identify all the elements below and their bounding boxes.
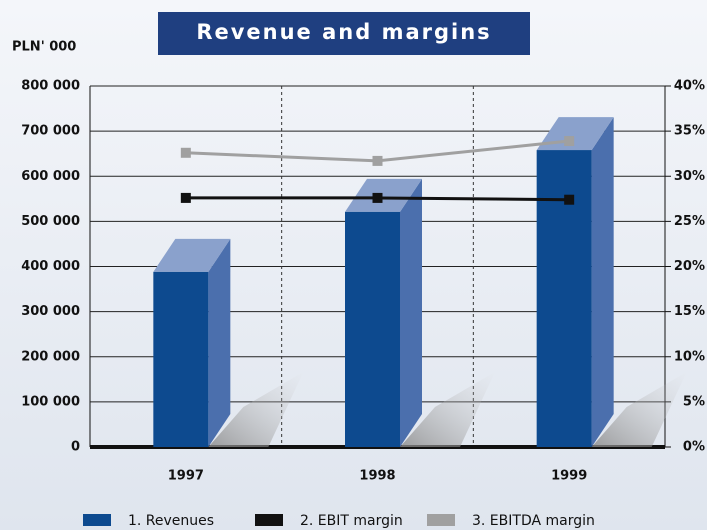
y2-tick-label: 40% — [674, 79, 705, 94]
y2-tick-label: 25% — [674, 214, 705, 229]
bar-top — [345, 178, 422, 212]
y2-tick-label: 30% — [674, 169, 705, 184]
bar-side — [208, 238, 231, 447]
y2-tick-label: 35% — [674, 124, 705, 139]
line-marker — [564, 136, 575, 147]
legend-label: 1. Revenues — [128, 513, 214, 529]
y2-tick-label: 15% — [674, 304, 705, 319]
legend-swatch — [427, 514, 455, 526]
y2-tick-label: 20% — [674, 259, 705, 274]
line-marker — [180, 147, 191, 158]
y2-tick-label: 5% — [683, 394, 705, 409]
x-tick-label: 1997 — [168, 469, 204, 484]
y-tick-label: 300 000 — [21, 304, 80, 319]
y2-tick-label: 0% — [683, 440, 705, 455]
bar-shadow — [208, 372, 304, 447]
bar-side — [591, 117, 614, 447]
legend-swatch — [83, 514, 111, 526]
legend-swatch — [255, 514, 283, 526]
bar — [536, 150, 592, 447]
line-marker — [564, 194, 575, 205]
bar-shadow — [591, 372, 687, 447]
legend-label: 2. EBIT margin — [300, 513, 403, 529]
y-tick-label: 200 000 — [21, 349, 80, 364]
y-unit: PLN' 000 — [12, 40, 76, 55]
y-tick-label: 100 000 — [21, 394, 80, 409]
bar-top — [153, 238, 231, 272]
y-tick-label: 400 000 — [21, 259, 80, 274]
y-tick-label: 700 000 — [21, 124, 80, 139]
legend-label: 3. EBITDA margin — [472, 513, 595, 529]
y-tick-label: 500 000 — [21, 214, 80, 229]
line-marker — [372, 155, 383, 166]
line-marker — [180, 192, 191, 203]
bar — [153, 271, 209, 447]
bar — [345, 211, 400, 447]
bar-side — [400, 178, 422, 447]
bar-shadow — [400, 372, 495, 447]
line-marker — [372, 192, 383, 203]
y-tick-label: 600 000 — [21, 169, 80, 184]
y-tick-label: 0 — [71, 440, 80, 455]
x-tick-label: 1998 — [359, 469, 395, 484]
x-tick-label: 1999 — [551, 469, 587, 484]
title-box — [158, 12, 530, 55]
chart-title: Revenue and margins — [196, 20, 491, 44]
y2-tick-label: 10% — [674, 349, 705, 364]
y-tick-label: 800 000 — [21, 79, 80, 94]
